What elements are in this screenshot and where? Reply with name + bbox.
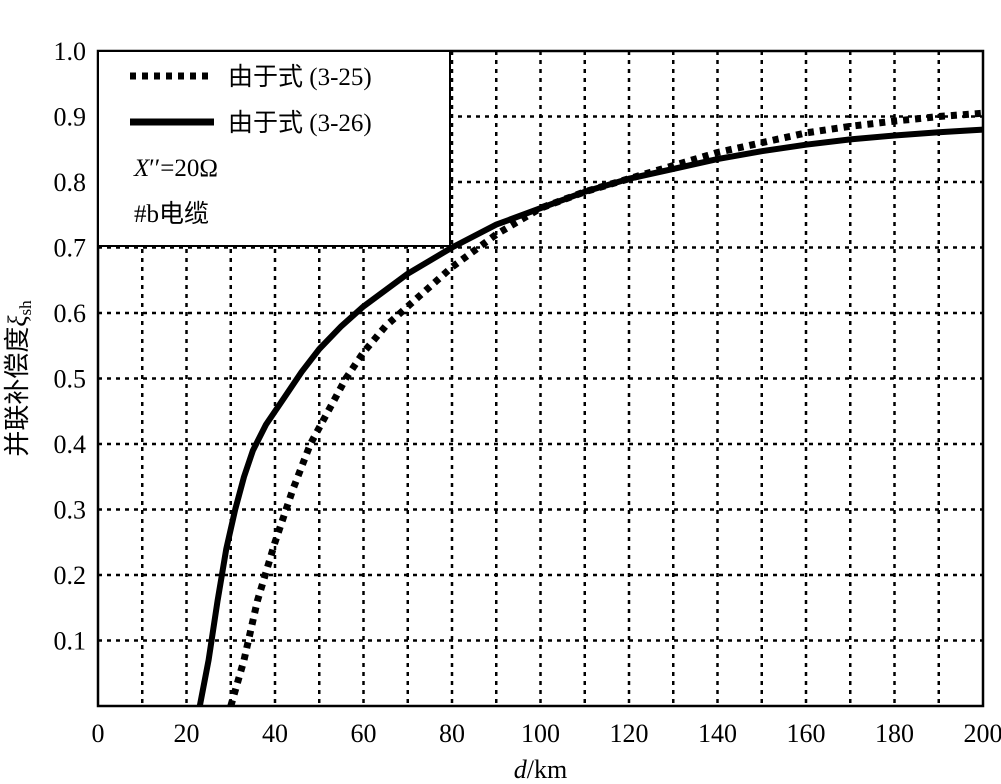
legend-label-series-2: 由于式 (3-26) [228,109,372,137]
x-tick-label: 180 [875,719,914,748]
y-axis-label-symbol: ξ [3,315,32,327]
y-tick-label: 1.0 [54,37,87,66]
series-layer [196,109,984,707]
y-tick-label: 0.6 [54,299,87,328]
x-tick-label: 160 [787,719,826,748]
annotation-reactance: X′′=20Ω [133,155,218,182]
legend-box [97,50,451,247]
y-tick-label: 0.3 [54,496,87,525]
series-line-2 [196,126,984,707]
x-tick-label: 100 [521,719,560,748]
y-tick-label: 0.7 [54,234,87,263]
x-tick-label: 20 [174,719,200,748]
x-axis-label-unit: /km [527,755,567,784]
series-line-1 [227,109,984,707]
plot-frame [96,49,985,708]
legend-label-series-1: 由于式 (3-25) [228,63,372,91]
x-tick-label: 140 [698,719,737,748]
y-tick-label: 0.1 [54,627,87,656]
y-tick-label: 0.9 [54,103,87,132]
x-tick-label: 60 [351,719,377,748]
x-axis-label-var: d [514,755,528,784]
tick-layer: 0 20 40 60 80 100 120 140 160 180 200 0.1 0.2 0.3 0.4 0… [54,37,1001,748]
x-tick-label: 0 [92,719,105,748]
y-axis-label-text: 并联补偿度 [3,327,32,457]
y-tick-label: 0.4 [54,430,87,459]
x-tick-label: 40 [262,719,288,748]
annotation-reactance-primes: ′′ [149,155,160,182]
x-tick-label: 200 [964,719,1001,748]
y-tick-label: 0.8 [54,168,87,197]
y-tick-label: 0.5 [54,365,87,394]
y-axis-label: 并联补偿度ξsh [3,300,35,457]
y-tick-label: 0.2 [54,561,87,590]
legend: 由于式 (3-25) 由于式 (3-26) X′′=20Ω #b电缆 [97,50,451,247]
x-tick-label: 80 [439,719,465,748]
y-axis-label-sub: sh [16,300,35,316]
annotation-reactance-var: X [133,155,151,182]
x-tick-label: 120 [610,719,649,748]
annotation-reactance-value: =20Ω [160,155,218,182]
annotation-cable: #b电缆 [134,200,209,228]
x-axis-label: d/km [514,755,567,784]
